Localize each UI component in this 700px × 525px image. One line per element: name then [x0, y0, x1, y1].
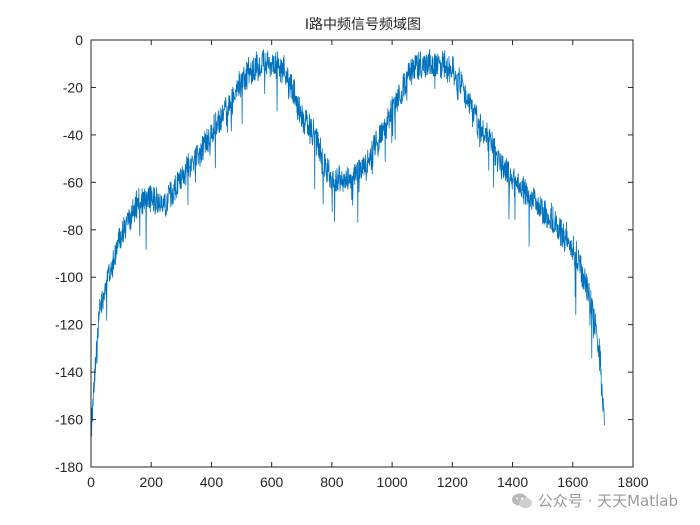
x-axis: 0 200 400 600 800 1000 1200 1400 1600 1800 — [87, 40, 649, 490]
y-tick-label: -180 — [55, 459, 83, 475]
y-tick-label: -120 — [55, 317, 83, 333]
y-tick-label: -160 — [55, 412, 83, 428]
y-axis: 0 -20 -40 -60 -80 -100 -120 -140 -160 -180 — [55, 32, 633, 475]
watermark-text: 公众号 · 天天Matlab — [537, 492, 678, 510]
x-tick-label: 800 — [320, 474, 344, 490]
x-tick-label: 1000 — [377, 474, 408, 490]
y-tick-label: -80 — [63, 222, 83, 238]
y-tick-label: -40 — [63, 127, 83, 143]
x-tick-label: 0 — [87, 474, 95, 490]
watermark: 公众号 · 天天Matlab — [511, 490, 678, 511]
plot-area: 0 200 400 600 800 1000 1200 1400 1600 1800 0 -20 -4… — [55, 32, 649, 490]
x-tick-label: 400 — [200, 474, 224, 490]
x-tick-label: 1800 — [617, 474, 648, 490]
x-tick-label: 1400 — [497, 474, 528, 490]
y-tick-label: 0 — [75, 32, 83, 48]
y-tick-label: -20 — [63, 79, 83, 95]
series-layer — [90, 48, 605, 437]
y-tick-label: -100 — [55, 269, 83, 285]
axes-box — [90, 39, 634, 468]
x-tick-label: 600 — [260, 474, 284, 490]
chart-title: I路中频信号频域图 — [305, 17, 421, 33]
x-tick-label: 200 — [140, 474, 164, 490]
y-tick-label: -140 — [55, 364, 83, 380]
series-line — [90, 48, 605, 437]
x-tick-label: 1600 — [557, 474, 588, 490]
x-tick-label: 1200 — [437, 474, 468, 490]
axes-background — [91, 40, 633, 467]
wechat-icon — [511, 493, 532, 508]
y-tick-label: -60 — [63, 174, 83, 190]
